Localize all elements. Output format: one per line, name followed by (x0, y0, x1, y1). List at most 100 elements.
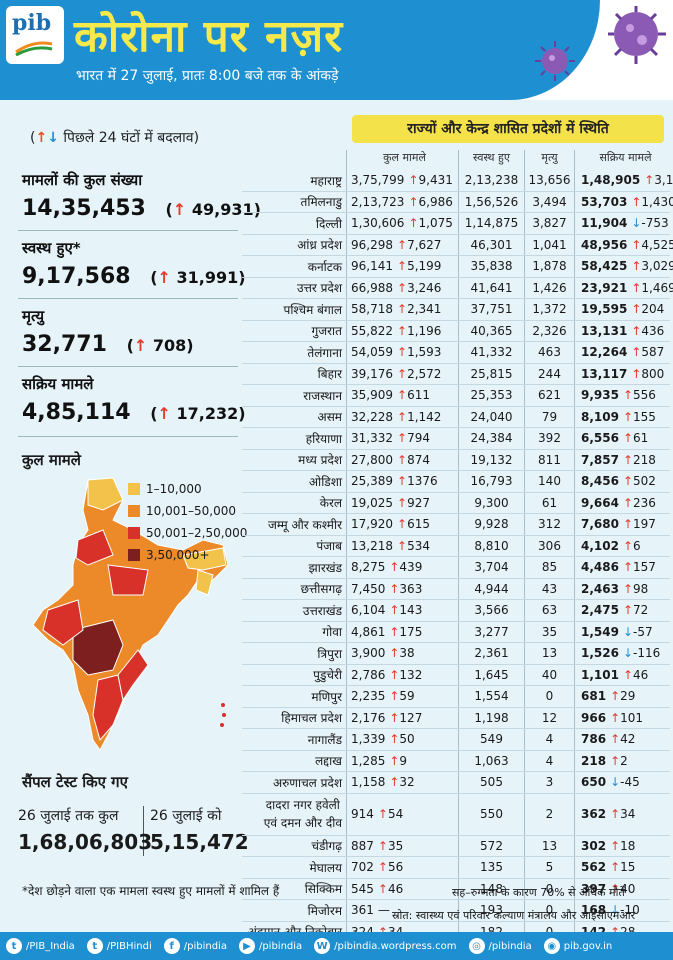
twitter-icon: t (86, 938, 103, 954)
recovered-count: 24,384 (470, 431, 513, 446)
state-name-cell: लद्दाख (242, 751, 346, 772)
recovered-count: 9,300 (474, 495, 509, 510)
deaths-count: 2,326 (532, 323, 567, 338)
state-name-cell: मध्य प्रदेश (242, 450, 346, 471)
total-cases: 1,30,606 (351, 216, 405, 231)
active-count: 12,264 (581, 345, 628, 360)
social-link[interactable]: ◎/pibindia (468, 938, 532, 954)
instagram-icon: ◎ (468, 938, 485, 954)
up-arrow-icon: ↑ (622, 517, 634, 532)
total-header: कुल मामले (346, 150, 458, 170)
total-cases: 7,450 (351, 581, 386, 596)
active-count: 562 (581, 860, 607, 875)
total-delta: 1,142 (407, 409, 442, 424)
total-delta: 5,199 (407, 259, 442, 274)
social-link[interactable]: t/PIBHindi (86, 938, 152, 954)
total-cases: 6,104 (351, 603, 386, 618)
active-count: 1,549 (581, 624, 619, 639)
social-link[interactable]: f/pibindia (163, 938, 227, 954)
up-arrow-icon: ↑ (610, 753, 621, 768)
state-name-cell: मणिपुर (242, 686, 346, 707)
total-cases-label: मामलों की कुल संख्या (22, 171, 143, 189)
state-name-cell: छत्तीसगढ़ (242, 579, 346, 600)
social-link[interactable]: W/pibindia.wordpress.com (314, 938, 457, 954)
state-name-cell: गुजरात (242, 321, 346, 342)
deaths-cell: 392 (524, 428, 574, 449)
cumulative-tests-value: 1,68,06,803 (18, 830, 153, 854)
total-cases-cell: 7,450 ↑ 363 (346, 578, 458, 599)
recovered-count: 572 (480, 838, 503, 853)
state-name: सिक्किम (304, 882, 342, 897)
legend-swatch (128, 527, 140, 539)
youtube-icon: ▶ (238, 938, 255, 954)
footnote-recovered: *देश छोड़ने वाला एक मामला स्वस्थ हुए माम… (22, 884, 280, 898)
deaths-count: 0 (545, 689, 554, 704)
table-row: केरल 19,025 ↑ 927 9,300 61 9,664 ↑ 236 (242, 492, 670, 514)
recovered-cell: 8,810 (458, 535, 524, 556)
india-map (32, 477, 229, 751)
active-cell: 13,131 ↑ 436 (574, 320, 670, 341)
up-arrow-icon: ↑ (157, 268, 171, 287)
recovered-count: 16,793 (470, 474, 513, 489)
up-arrow-icon: ↑ (172, 200, 187, 219)
up-arrow-icon: ↑ (397, 474, 408, 489)
state-name: गुजरात (311, 324, 342, 339)
state-name-line: दादरा नगर हवेली (265, 798, 340, 812)
deaths-count: 1,426 (532, 280, 567, 295)
total-cases: 19,025 (351, 495, 393, 510)
table-row: मणिपुर 2,235 ↑ 59 1,554 0 681 ↑ 29 (242, 686, 670, 708)
recovered-count: 24,040 (470, 409, 513, 424)
active-delta: -753 (641, 216, 669, 231)
recovered-cell: 25,353 (458, 385, 524, 406)
table-row: असम 32,228 ↑ 1,142 24,040 79 8,109 ↑ 155 (242, 406, 670, 428)
total-cases: 96,141 (351, 259, 393, 274)
active-count: 1,48,905 (581, 173, 641, 188)
total-cases: 2,176 (351, 710, 386, 725)
up-arrow-icon: ↑ (397, 388, 408, 403)
social-link[interactable]: ◉ pib.gov.in (543, 938, 612, 954)
state-name: मिजोरम (307, 903, 342, 918)
table-row: दादरा नगर हवेली एवं दमन और दीव 914 ↑ 54 550 2 3… (242, 793, 670, 836)
deaths-cell: 2 (524, 793, 574, 835)
total-delta: 1376 (407, 474, 438, 489)
social-link[interactable]: t/PIB_India (6, 938, 75, 954)
recovered-cell: 3,566 (458, 600, 524, 621)
recovered-count: 148 (480, 881, 503, 896)
social-link[interactable]: ▶/pibindia (238, 938, 302, 954)
table-row: राजस्थान 35,909 ↑ 611 25,353 621 9,935 ↑ 556 (242, 385, 670, 407)
total-delta: 9 (399, 753, 408, 768)
state-name: महाराष्ट्र (310, 173, 342, 188)
up-arrow-icon: ↑ (631, 237, 642, 252)
table-row: छत्तीसगढ़ 7,450 ↑ 363 4,944 43 2,463 ↑ 98 (242, 578, 670, 600)
active-count: 397 (581, 881, 607, 896)
total-cases: 887 (351, 838, 374, 853)
state-name-cell: गोवा (242, 622, 346, 643)
deaths-change-number: 708 (152, 336, 187, 355)
state-name: तमिलनाडु (300, 195, 342, 210)
total-cases: 96,298 (351, 237, 393, 252)
active-delta: 3,120 (654, 173, 673, 188)
up-arrow-icon: ↑ (397, 452, 408, 467)
total-cases-cell: 66,988 ↑ 3,246 (346, 277, 458, 298)
divider (18, 230, 238, 231)
total-cases: 55,822 (351, 323, 393, 338)
wordpress-icon: W (314, 938, 331, 954)
up-arrow-icon: ↑ (631, 323, 642, 338)
recovered-count: 46,301 (470, 237, 513, 252)
deaths-cell: 35 (524, 621, 574, 642)
table-row: नागालैंड 1,339 ↑ 50 549 4 786 ↑ 42 (242, 729, 670, 751)
active-cell: 48,956 ↑ 4,525 (574, 234, 673, 255)
social-link-label: /PIBHindi (106, 940, 152, 952)
recovered-count: 8,810 (474, 538, 509, 553)
state-name-line: एवं दमन और दीव (263, 816, 342, 830)
total-delta: 6,986 (418, 194, 453, 209)
recovered-cell: 135 (458, 857, 524, 878)
social-link-label: /pibindia (183, 940, 227, 952)
active-delta: 204 (641, 302, 665, 317)
table-row: मेघालय 702 ↑ 56 135 5 562 ↑ 15 (242, 857, 670, 879)
state-name-cell: हिमाचल प्रदेश (242, 708, 346, 729)
total-delta: 794 (407, 431, 430, 446)
active-cell: 562 ↑ 15 (574, 857, 670, 878)
active-header: सक्रिय मामले (574, 150, 670, 170)
recovered-cell: 2,13,238 (458, 170, 524, 191)
